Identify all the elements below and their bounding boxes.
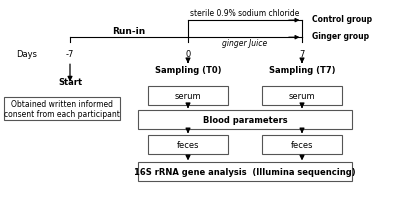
Text: 0: 0 bbox=[185, 50, 191, 58]
FancyBboxPatch shape bbox=[4, 98, 120, 120]
Text: feces: feces bbox=[177, 141, 199, 149]
Text: serum: serum bbox=[175, 92, 201, 100]
Text: Sampling (T0): Sampling (T0) bbox=[155, 66, 221, 75]
Text: Ginger group: Ginger group bbox=[312, 32, 369, 40]
Text: 16S rRNA gene analysis  (Illumina sequencing): 16S rRNA gene analysis (Illumina sequenc… bbox=[134, 168, 356, 176]
FancyBboxPatch shape bbox=[148, 136, 228, 154]
Text: serum: serum bbox=[289, 92, 315, 100]
Text: 7: 7 bbox=[299, 50, 305, 58]
FancyBboxPatch shape bbox=[138, 110, 352, 130]
Text: Obtained written informed
consent from each participant: Obtained written informed consent from e… bbox=[4, 99, 120, 119]
Text: feces: feces bbox=[291, 141, 313, 149]
Text: Control group: Control group bbox=[312, 15, 372, 23]
FancyBboxPatch shape bbox=[262, 136, 342, 154]
Text: -7: -7 bbox=[66, 50, 74, 58]
Text: Days: Days bbox=[16, 50, 37, 58]
FancyBboxPatch shape bbox=[262, 86, 342, 106]
FancyBboxPatch shape bbox=[138, 162, 352, 182]
Text: Blood parameters: Blood parameters bbox=[203, 116, 287, 124]
Text: Run-in: Run-in bbox=[112, 27, 146, 36]
Text: Start: Start bbox=[58, 78, 82, 87]
Text: Sampling (T7): Sampling (T7) bbox=[269, 66, 335, 75]
FancyBboxPatch shape bbox=[148, 86, 228, 106]
Text: sterile 0.9% sodium chloride: sterile 0.9% sodium chloride bbox=[190, 9, 300, 18]
Text: ginger Juice: ginger Juice bbox=[222, 39, 268, 48]
